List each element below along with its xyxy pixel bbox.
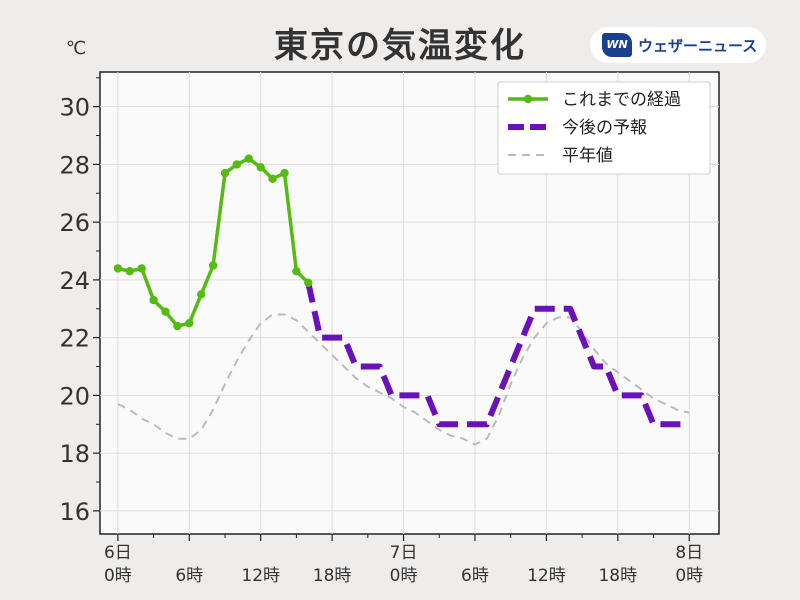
series-group xyxy=(113,154,690,446)
series-point xyxy=(220,168,230,178)
y-tick-label: 28 xyxy=(59,151,90,179)
y-axis-label: ℃ xyxy=(66,38,86,59)
x-tick-day-label: 7日 xyxy=(390,543,418,563)
series-point xyxy=(197,290,206,299)
legend-label-2: 平年値 xyxy=(562,146,613,166)
y-axis: 16 18 20 22 24 26 28 30 xyxy=(59,77,100,526)
series-point xyxy=(268,174,277,183)
weathernews-logo: WN ウェザーニュース xyxy=(590,27,766,63)
series-point xyxy=(161,307,170,316)
series-point xyxy=(256,163,265,172)
x-tick-hour-label: 0時 xyxy=(675,566,703,586)
weathernews-logo-text: ウェザーニュース xyxy=(638,37,758,55)
legend-label-0: これまでの経過 xyxy=(562,90,681,110)
y-tick-label: 26 xyxy=(59,209,90,237)
series-point xyxy=(244,154,253,163)
x-tick-hour-label: 6時 xyxy=(461,566,489,586)
x-tick-hour-label: 0時 xyxy=(104,566,132,586)
series-point xyxy=(292,267,301,276)
series-point xyxy=(113,264,123,273)
x-tick-hour-label: 18時 xyxy=(313,566,352,586)
x-tick-hour-label: 18時 xyxy=(598,566,637,586)
y-tick-label: 20 xyxy=(59,382,90,410)
x-tick-hour-label: 6時 xyxy=(175,566,203,586)
series-point xyxy=(149,295,158,305)
y-tick-label: 22 xyxy=(59,325,90,353)
series-point xyxy=(232,160,242,169)
series-point xyxy=(304,278,313,287)
weathernews-logo-mark: WN xyxy=(602,33,632,57)
y-tick-label: 16 xyxy=(59,498,90,526)
series-line-2 xyxy=(117,313,690,446)
x-axis: 6日 0時 6時 12時 18時 7日 0時 6時 12時 18時 8日 0時 xyxy=(104,534,703,586)
series-point xyxy=(173,321,182,331)
x-tick-hour-label: 0時 xyxy=(390,566,418,586)
chart-title: 東京の気温変化 xyxy=(274,26,526,66)
series-point xyxy=(185,319,194,328)
series-point xyxy=(125,267,134,276)
series-point xyxy=(208,261,218,270)
series-point xyxy=(280,168,289,178)
legend-label-1: 今後の予報 xyxy=(562,118,647,138)
x-tick-hour-label: 12時 xyxy=(241,566,280,586)
y-tick-label: 18 xyxy=(59,440,90,468)
legend-box xyxy=(497,81,711,175)
x-tick-day-label: 6日 xyxy=(104,543,132,563)
series-point xyxy=(137,264,146,273)
series-line-1 xyxy=(305,282,690,428)
y-tick-label: 30 xyxy=(59,94,90,122)
legend-marker xyxy=(523,94,533,104)
x-tick-day-label: 8日 xyxy=(675,543,703,563)
x-tick-hour-label: 12時 xyxy=(527,566,566,586)
y-tick-label: 24 xyxy=(59,267,90,295)
